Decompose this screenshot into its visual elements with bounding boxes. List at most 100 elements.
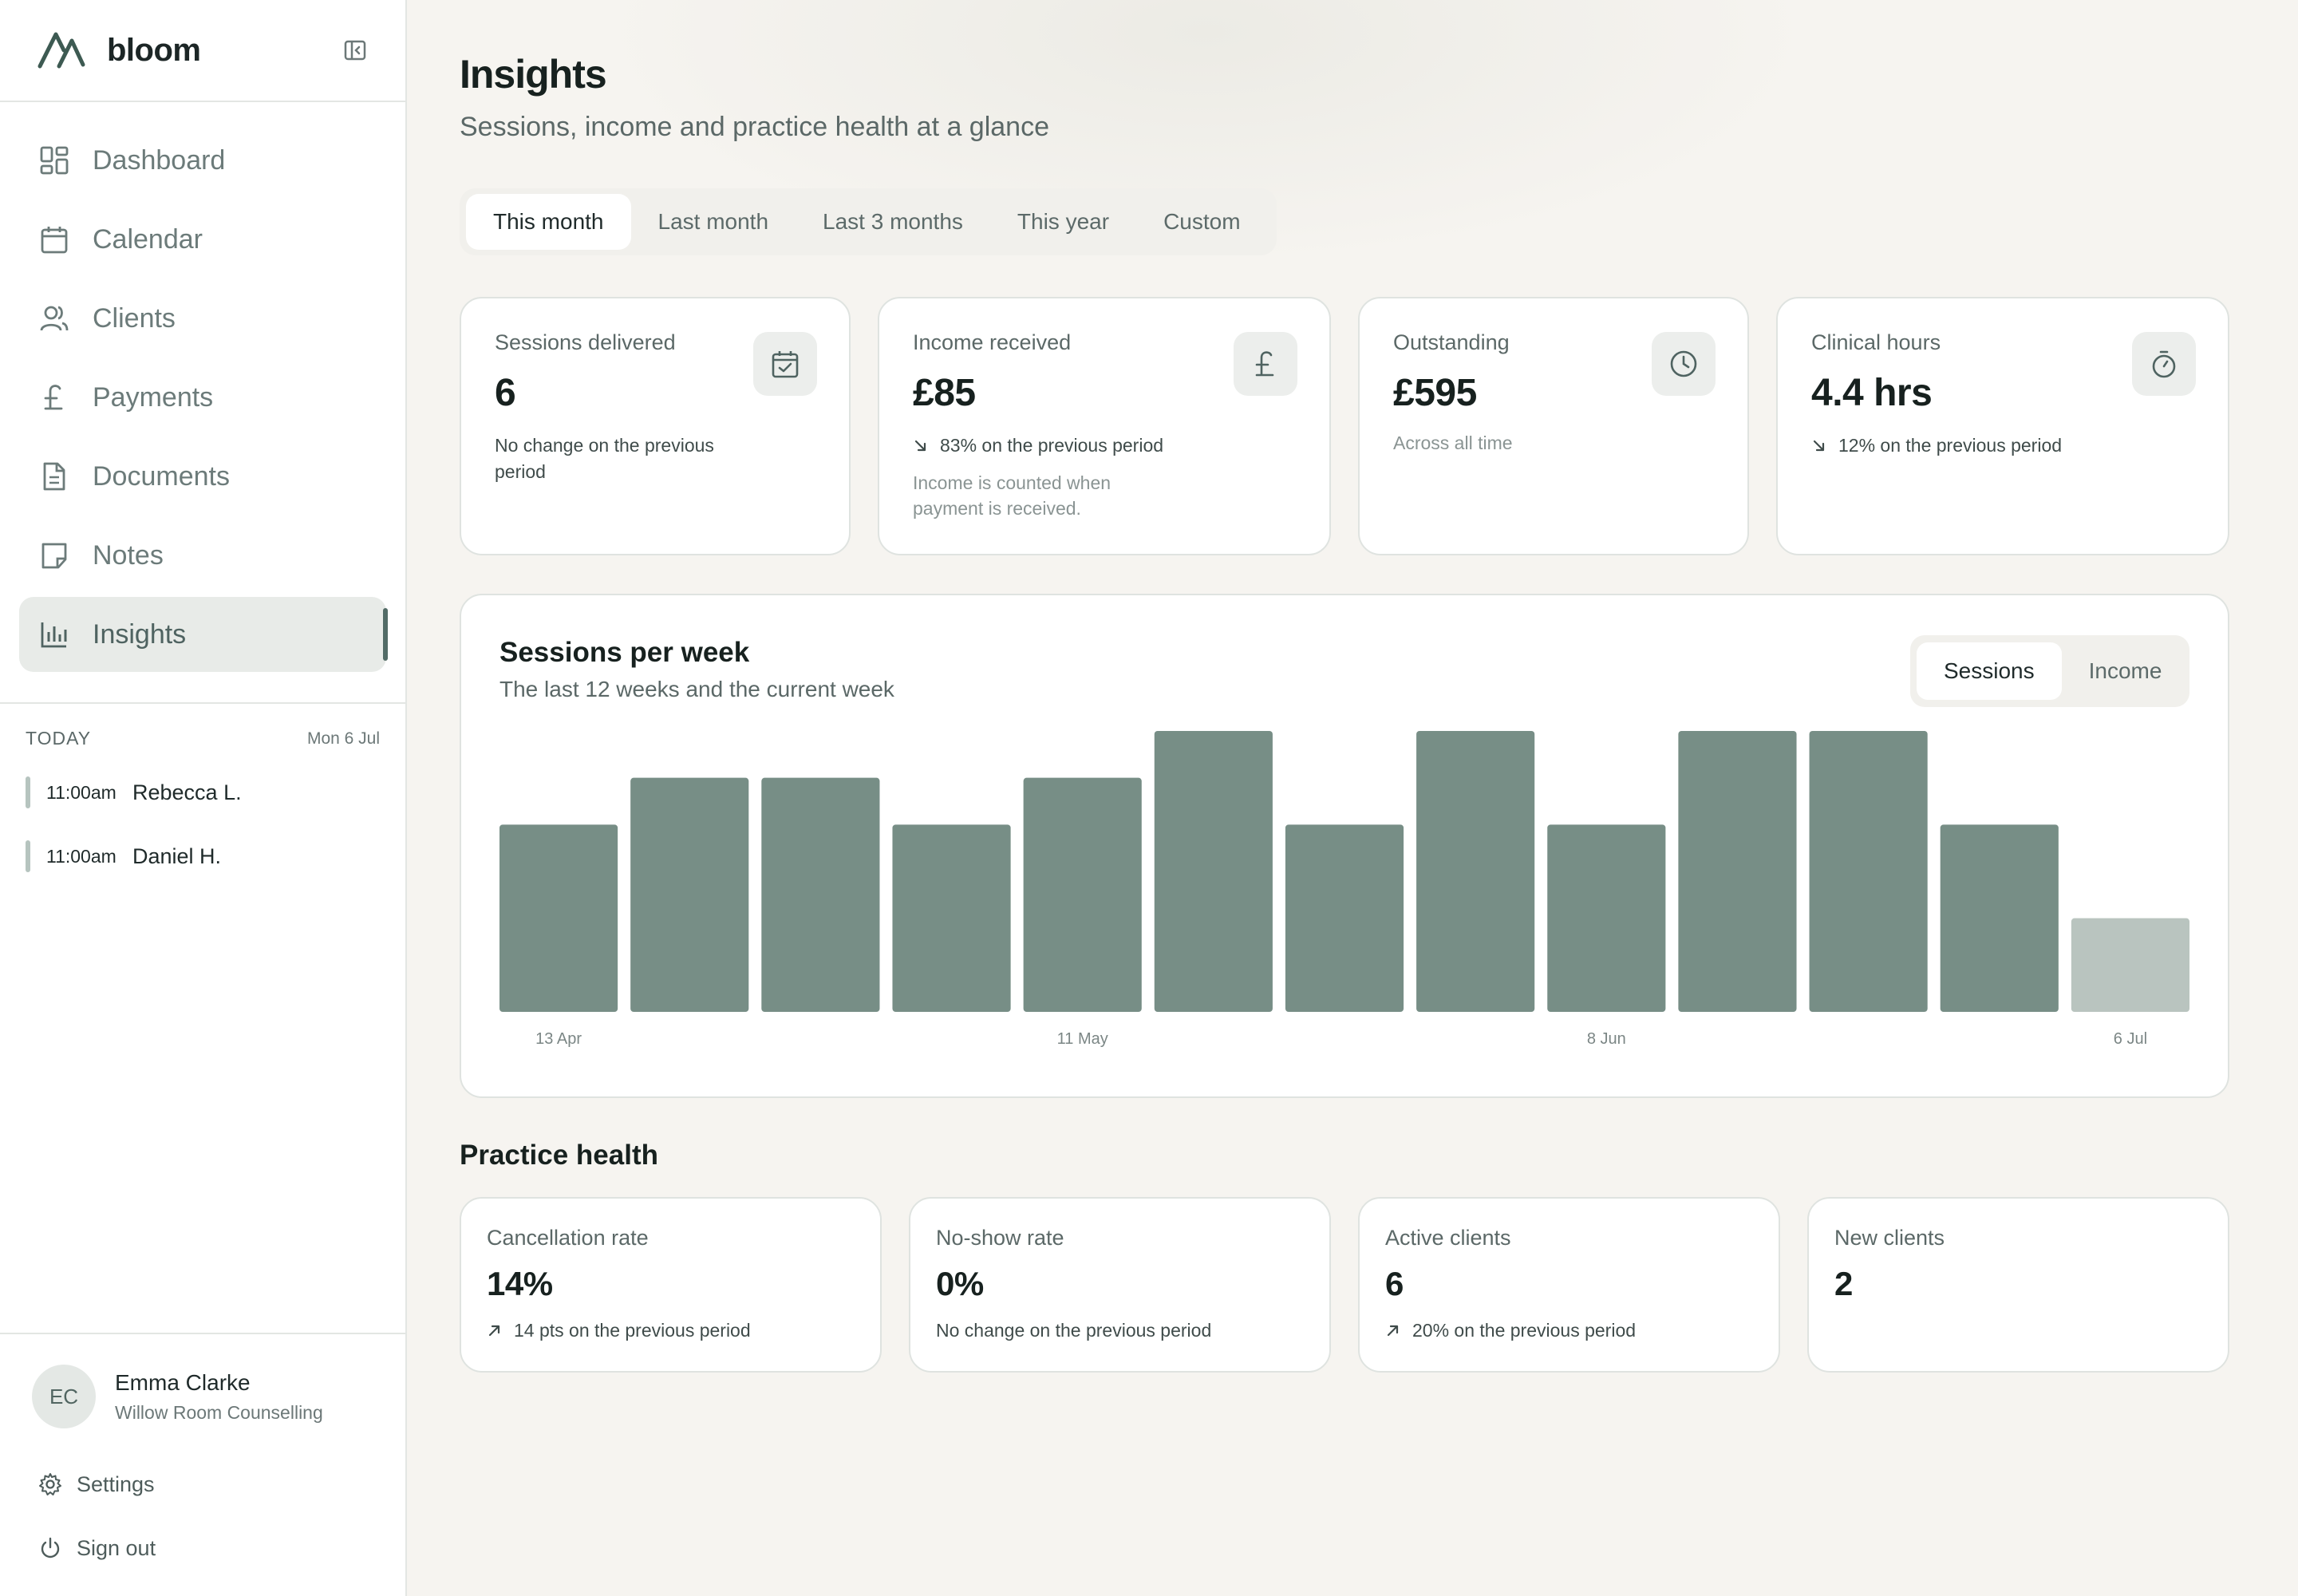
- clock-icon: [1652, 332, 1716, 396]
- sidebar-divider: [0, 1333, 405, 1334]
- chart-title: Sessions per week: [499, 637, 750, 668]
- chart-bar[interactable]: [499, 824, 618, 1012]
- health-value: 2: [1834, 1265, 1853, 1302]
- tab-last-3-months[interactable]: Last 3 months: [823, 209, 963, 234]
- sidebar-item-documents[interactable]: Documents: [19, 439, 386, 514]
- sidebar-item-calendar[interactable]: Calendar: [19, 202, 386, 277]
- health-change: 20% on the previous period: [1385, 1317, 1753, 1344]
- arrow-up-right-icon: [1385, 1317, 1403, 1344]
- kpi-change-text: No change on the previous period: [495, 435, 714, 482]
- health-change: 14 pts on the previous period: [487, 1317, 855, 1344]
- kpi-footnote: Across all time: [1393, 433, 1513, 453]
- brand-name: bloom: [107, 32, 201, 68]
- chart-bar[interactable]: [2071, 918, 2189, 1012]
- kpi-footnote: Income is counted when payment is receiv…: [913, 472, 1111, 519]
- arrow-down-right-icon: [1811, 433, 1829, 459]
- tab-this-month[interactable]: This month: [466, 194, 631, 250]
- sidebar-item-label: Insights: [93, 618, 187, 650]
- user-org: Willow Room Counselling: [115, 1401, 323, 1423]
- kpi-change: 83% on the previous period: [913, 433, 1296, 459]
- sidebar-item-label: Payments: [93, 381, 214, 413]
- sidebar-footer: EC Emma Clarke Willow Room Counselling S…: [0, 1333, 405, 1596]
- chart-bar[interactable]: [1809, 731, 1928, 1012]
- sidebar-item-label: Documents: [93, 460, 230, 492]
- health-label: Cancellation rate: [487, 1226, 649, 1250]
- pound-icon: [1234, 332, 1297, 396]
- tab-last-month[interactable]: Last month: [657, 209, 769, 234]
- sessions-bar-chart: 13 Apr 11 May 8 Jun 6 Jul: [499, 731, 2189, 1048]
- chart-bar[interactable]: [1940, 824, 2059, 1012]
- kpi-label: Outstanding: [1393, 330, 1510, 354]
- appointment-indicator: [26, 776, 30, 808]
- sidebar-item-label: Calendar: [93, 223, 203, 255]
- kpi-label: Clinical hours: [1811, 330, 1941, 354]
- calendar-check-icon: [753, 332, 817, 396]
- chart-bar[interactable]: [761, 777, 880, 1012]
- appointment-time: 11:00am: [46, 845, 116, 867]
- kpi-card-income: Income received £85 83% on the previous …: [878, 297, 1331, 555]
- chart-bar[interactable]: [1285, 824, 1404, 1012]
- health-change: No change on the previous period: [936, 1317, 1304, 1344]
- sign-out-link[interactable]: Sign out: [0, 1516, 405, 1580]
- settings-link[interactable]: Settings: [0, 1452, 405, 1516]
- chart-bar[interactable]: [630, 777, 749, 1012]
- collapse-sidebar-icon[interactable]: [342, 37, 369, 64]
- arrow-down-right-icon: [913, 433, 930, 459]
- chart-bar[interactable]: [1416, 731, 1535, 1012]
- x-tick-label: 8 Jun: [1587, 1030, 1626, 1048]
- appointment-item[interactable]: 11:00am Daniel H.: [26, 840, 380, 872]
- sidebar-item-label: Notes: [93, 539, 164, 571]
- settings-label: Settings: [77, 1472, 155, 1496]
- sidebar-item-notes[interactable]: Notes: [19, 518, 386, 593]
- kpi-value: £85: [913, 372, 976, 414]
- practice-health-title: Practice health: [460, 1140, 658, 1171]
- sidebar-item-insights[interactable]: Insights: [19, 597, 388, 672]
- calendar-icon: [38, 223, 70, 255]
- page-title: Insights: [460, 52, 607, 97]
- chart-bar[interactable]: [1154, 731, 1273, 1012]
- sidebar: bloom Dashboard Calendar Clients: [0, 0, 407, 1596]
- health-value: 14%: [487, 1265, 553, 1302]
- appointment-time: 11:00am: [46, 781, 116, 803]
- appointment-indicator: [26, 840, 30, 872]
- sidebar-item-clients[interactable]: Clients: [19, 281, 386, 356]
- brand-header: bloom: [0, 0, 405, 102]
- kpi-change: No change on the previous period: [495, 433, 758, 485]
- kpi-value: 6: [495, 372, 516, 414]
- chart-bar[interactable]: [1547, 824, 1666, 1012]
- tab-custom[interactable]: Custom: [1163, 209, 1241, 234]
- kpi-value: £595: [1393, 372, 1477, 414]
- kpi-card-outstanding: Outstanding £595 Across all time: [1358, 297, 1749, 555]
- users-icon: [38, 302, 70, 334]
- appointment-client: Rebecca L.: [132, 780, 242, 804]
- kpi-label: Sessions delivered: [495, 330, 676, 354]
- main-content: Insights Sessions, income and practice h…: [409, 0, 2298, 1596]
- sidebar-item-dashboard[interactable]: Dashboard: [19, 123, 386, 198]
- chart-bar[interactable]: [892, 824, 1011, 1012]
- gear-icon: [37, 1471, 64, 1498]
- appointment-client: Daniel H.: [132, 843, 222, 868]
- avatar: EC: [32, 1365, 96, 1428]
- document-icon: [38, 460, 70, 492]
- period-tabs: This month Last month Last 3 months This…: [460, 188, 1277, 255]
- chart-subtitle: The last 12 weeks and the current week: [499, 677, 894, 701]
- arrow-up-right-icon: [487, 1317, 504, 1344]
- dashboard-icon: [38, 144, 70, 176]
- chart-bar[interactable]: [1678, 731, 1797, 1012]
- health-card-cancellation-rate: Cancellation rate 14% 14 pts on the prev…: [460, 1197, 882, 1373]
- kpi-cards: Sessions delivered 6 No change on the pr…: [460, 297, 2229, 555]
- practice-health-cards: Cancellation rate 14% 14 pts on the prev…: [460, 1197, 2229, 1373]
- bar-chart-icon: [38, 618, 70, 650]
- user-profile[interactable]: EC Emma Clarke Willow Room Counselling: [0, 1334, 405, 1452]
- toggle-income[interactable]: Income: [2088, 658, 2162, 683]
- appointment-item[interactable]: 11:00am Rebecca L.: [26, 776, 380, 808]
- chart-bar[interactable]: [1023, 777, 1142, 1012]
- health-change-text: 20% on the previous period: [1412, 1320, 1637, 1341]
- sign-out-label: Sign out: [77, 1535, 156, 1560]
- tab-this-year[interactable]: This year: [1017, 209, 1110, 234]
- sidebar-item-label: Clients: [93, 302, 176, 334]
- health-change-text: 14 pts on the previous period: [514, 1320, 751, 1341]
- toggle-sessions[interactable]: Sessions: [1917, 642, 2062, 700]
- kpi-change: 12% on the previous period: [1811, 433, 2194, 459]
- sidebar-item-payments[interactable]: Payments: [19, 360, 386, 435]
